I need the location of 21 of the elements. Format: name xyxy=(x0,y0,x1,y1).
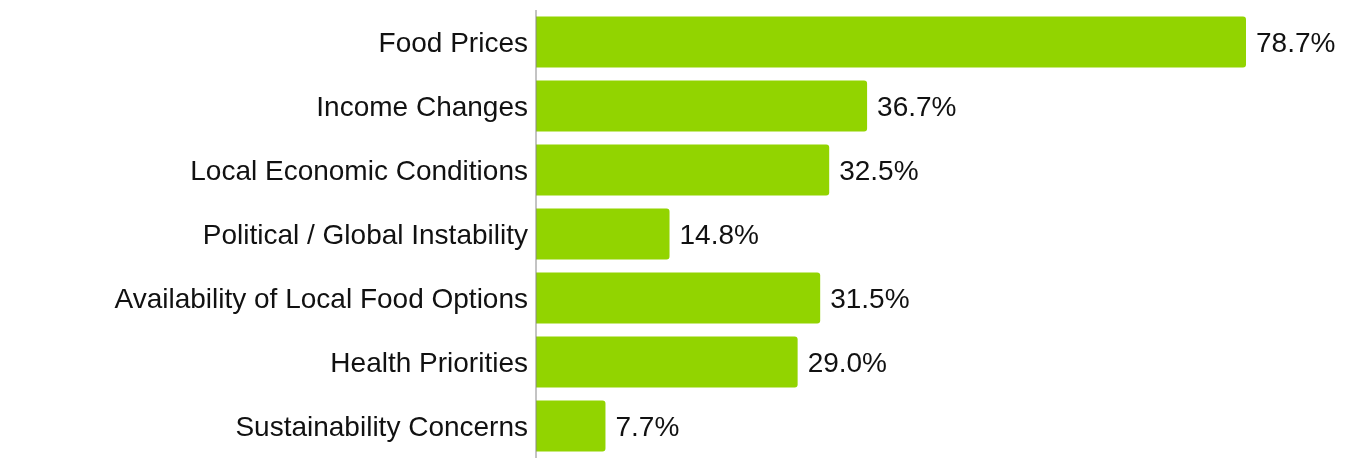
y-tick-label: Local Economic Conditions xyxy=(190,154,528,186)
y-tick-label: Sustainability Concerns xyxy=(235,410,528,442)
bar xyxy=(536,336,798,388)
bar xyxy=(536,16,1246,68)
y-tick-label: Health Priorities xyxy=(330,346,528,378)
data-label: 14.8% xyxy=(679,218,759,250)
data-label: 31.5% xyxy=(830,282,910,314)
data-label: 36.7% xyxy=(877,90,957,122)
bar xyxy=(536,80,868,132)
data-label: 29.0% xyxy=(807,346,888,378)
bar xyxy=(536,144,830,196)
bar xyxy=(536,400,606,452)
bar xyxy=(536,272,821,324)
y-tick-label: Availability of Local Food Options xyxy=(114,282,528,314)
y-tick-label: Income Changes xyxy=(316,90,528,122)
bar xyxy=(536,208,670,260)
data-label: 32.5% xyxy=(839,154,919,186)
y-tick-label: Food Prices xyxy=(378,26,528,58)
data-label: 7.7% xyxy=(615,410,680,442)
y-tick-label: Political / Global Instability xyxy=(202,218,528,250)
data-label: 78.7% xyxy=(1256,26,1336,58)
